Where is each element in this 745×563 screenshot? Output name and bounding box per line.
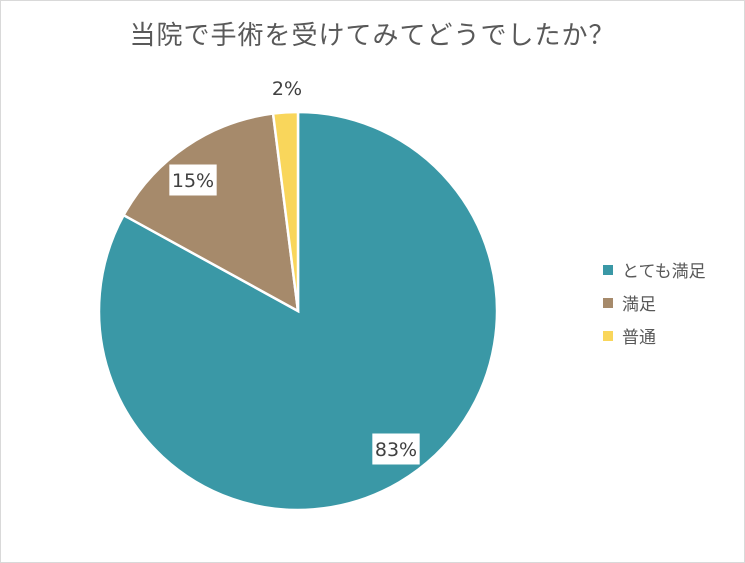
data-label-box (372, 433, 420, 465)
legend-swatch-very-satisfied (603, 264, 613, 275)
data-label: 2% (272, 78, 302, 100)
legend-swatch-neutral (603, 330, 613, 341)
data-label: 83% (375, 439, 417, 461)
data-label: 15% (172, 170, 214, 192)
legend-label: 満足 (622, 295, 656, 315)
legend-item-neutral: 普通 (603, 319, 706, 352)
legend-swatch-satisfied (603, 297, 613, 308)
data-label-box (169, 164, 217, 196)
slice-satisfied (121, 112, 300, 314)
slice-neutral (271, 110, 300, 312)
chart-title: 当院で手術を受けてみてどうでしたか？ (129, 21, 616, 51)
legend-label: とても満足 (622, 262, 706, 282)
legend-item-very-satisfied: とても満足 (603, 253, 706, 286)
legend-item-satisfied: 満足 (603, 286, 706, 319)
legend: とても満足 満足 普通 (603, 253, 706, 352)
legend-label: 普通 (622, 328, 656, 348)
